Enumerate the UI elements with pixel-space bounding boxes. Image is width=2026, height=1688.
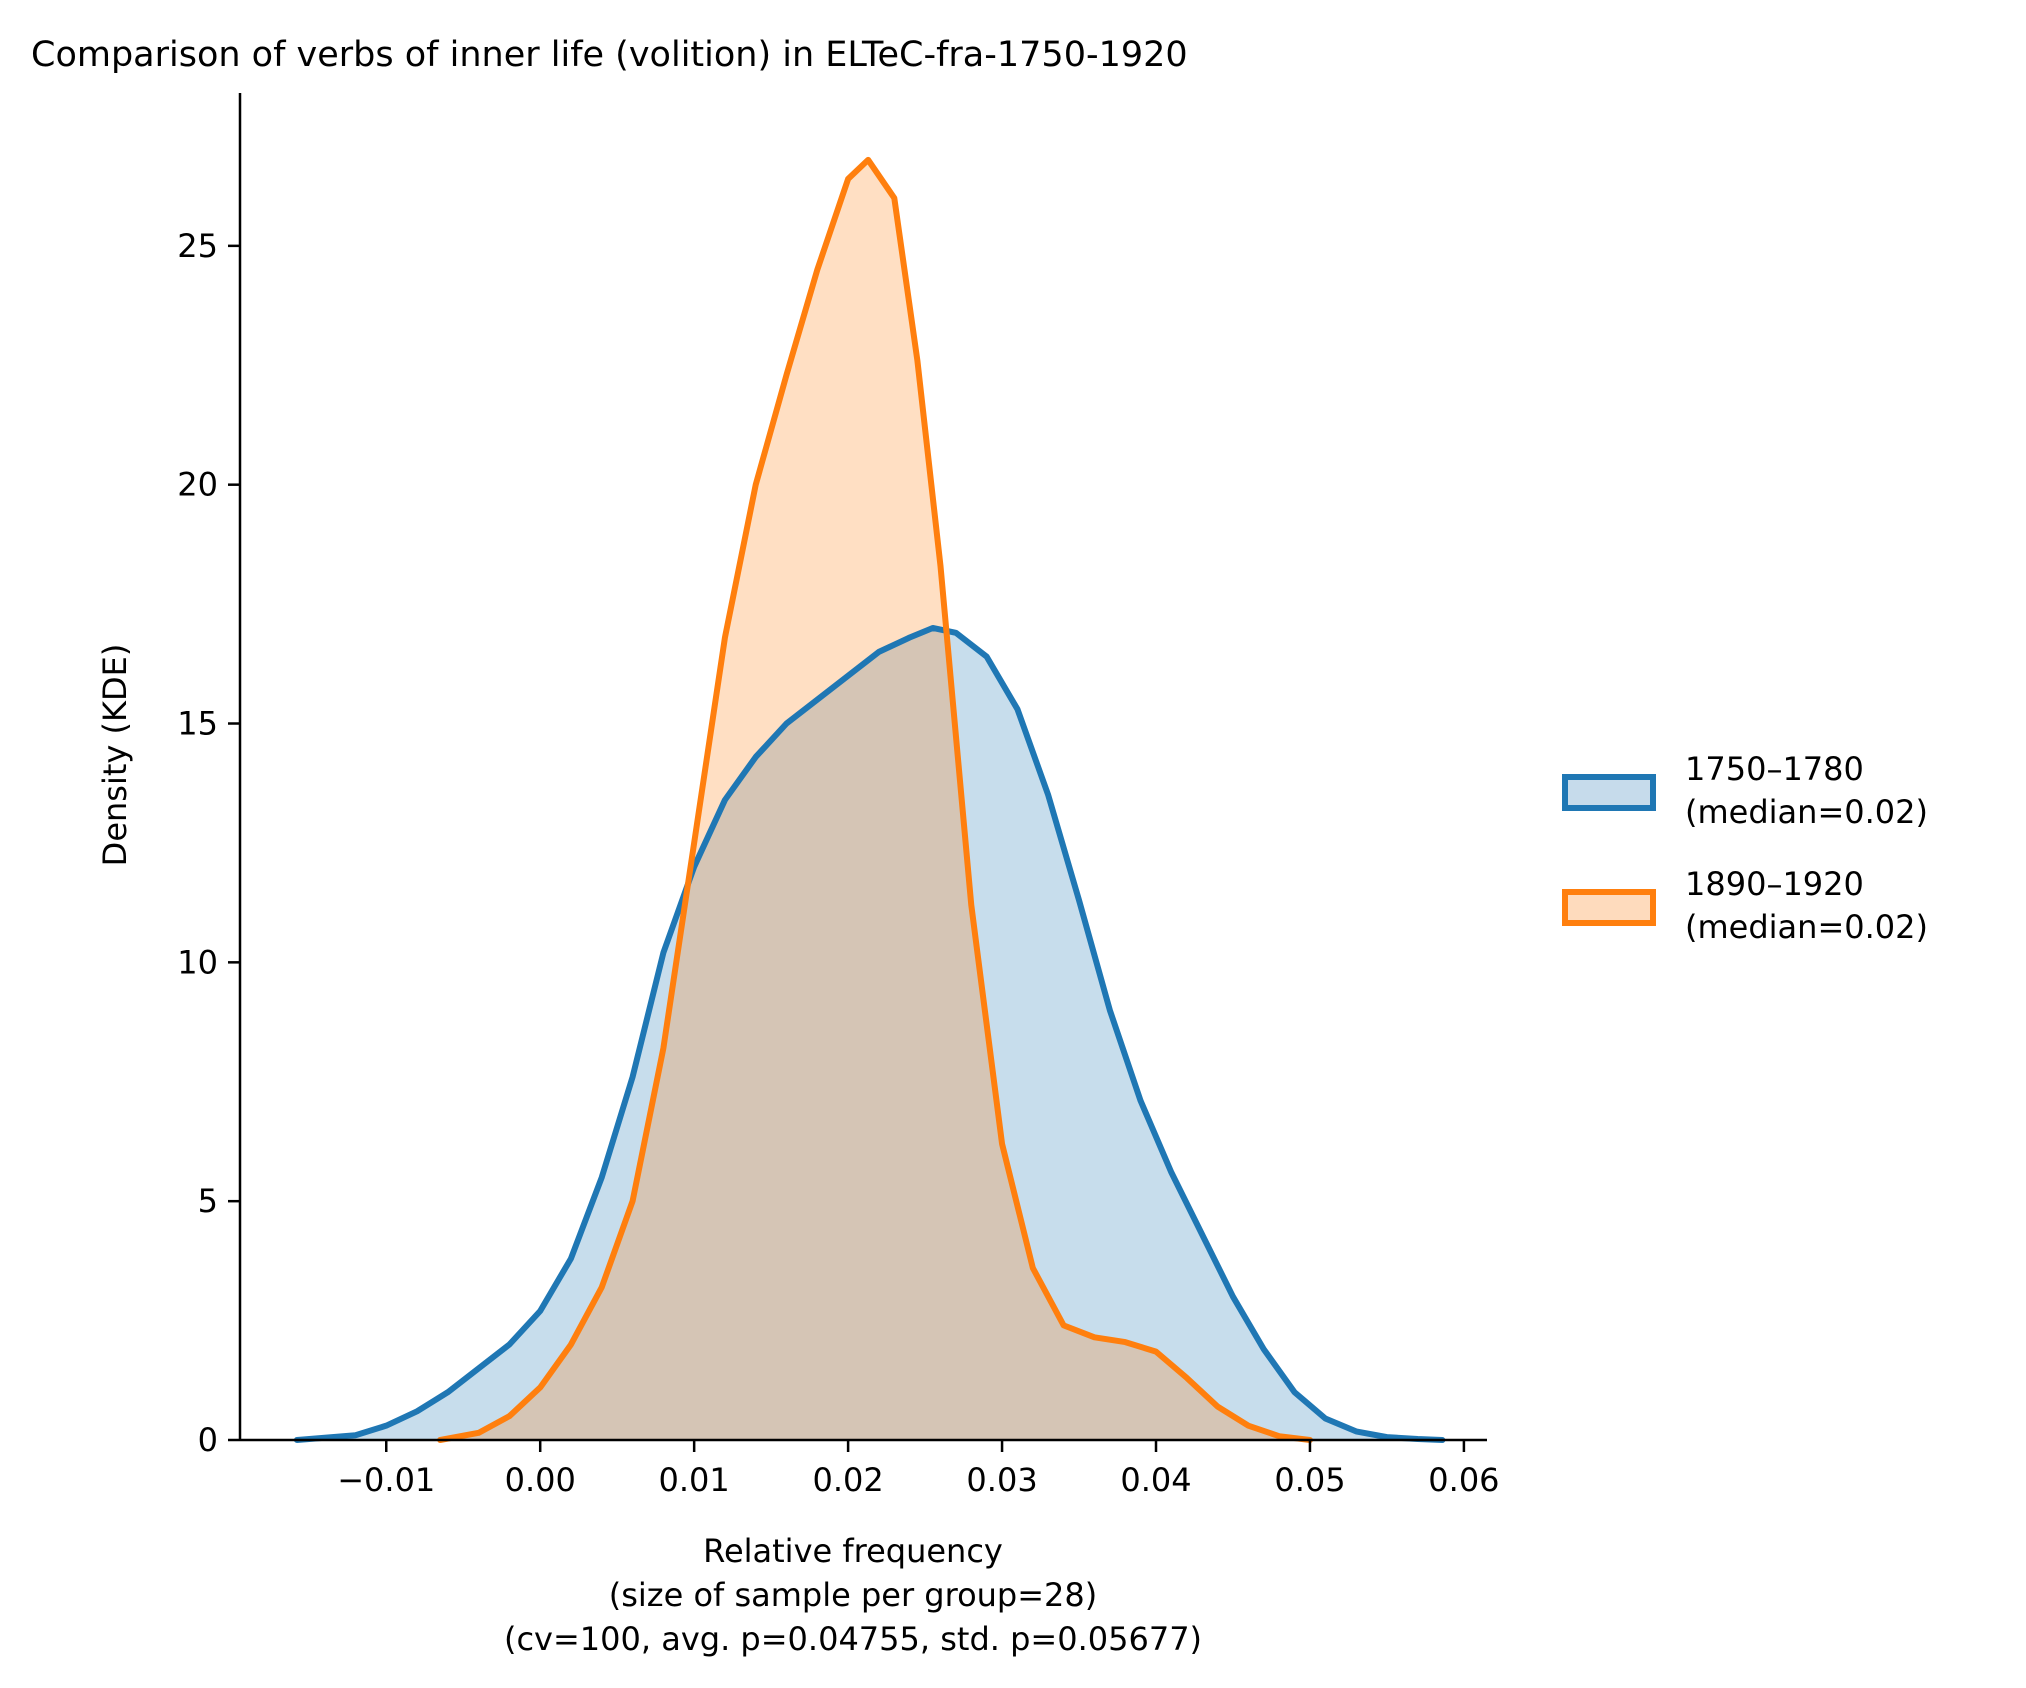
legend-swatch xyxy=(1562,889,1656,926)
plot-area xyxy=(293,156,1446,1443)
y-tick-label: 5 xyxy=(198,1182,218,1220)
legend-label: 1750–1780 xyxy=(1685,750,1864,788)
y-tick-label: 0 xyxy=(198,1421,218,1459)
legend: 1750–1780 (median=0.02) 1890–1920 (median=0… xyxy=(1562,750,1928,946)
y-tick-label: 20 xyxy=(177,466,218,504)
density-line-series-1 xyxy=(293,624,1446,1443)
x-tick-label: −0.01 xyxy=(337,1461,435,1499)
x-axis: −0.01 0.00 0.01 0.02 0.03 0.04 0.05 0.06 xyxy=(240,1438,1500,1499)
x-axis-stats-note: (cv=100, avg. p=0.04755, std. p=0.05677) xyxy=(504,1620,1202,1658)
legend-label: 1890–1920 xyxy=(1685,865,1864,903)
y-axis-label: Density (KDE) xyxy=(96,644,134,867)
x-axis-sample-note: (size of sample per group=28) xyxy=(609,1576,1098,1614)
x-tick-label: 0.04 xyxy=(1120,1461,1191,1499)
x-tick-label: 0.05 xyxy=(1274,1461,1345,1499)
legend-swatch xyxy=(1562,774,1656,811)
x-tick-label: 0.03 xyxy=(966,1461,1037,1499)
y-axis: 0 5 10 15 20 25 xyxy=(177,93,242,1459)
legend-entry-series-2: 1890–1920 (median=0.02) xyxy=(1562,865,1928,946)
x-axis-label: Relative frequency xyxy=(703,1532,1003,1570)
chart-title: Comparison of verbs of inner life (volit… xyxy=(31,35,1188,75)
y-tick-label: 15 xyxy=(177,705,218,743)
x-tick-label: 0.06 xyxy=(1428,1461,1499,1499)
y-tick-label: 10 xyxy=(177,943,218,981)
x-tick-label: 0.00 xyxy=(505,1461,576,1499)
density-area-series-1 xyxy=(296,627,1443,1440)
legend-label: (median=0.02) xyxy=(1685,793,1928,831)
legend-entry-series-1: 1750–1780 (median=0.02) xyxy=(1562,750,1928,831)
x-tick-label: 0.01 xyxy=(659,1461,730,1499)
density-area-series-2 xyxy=(440,159,1310,1440)
y-tick-label: 25 xyxy=(177,227,218,265)
density-line-series-2 xyxy=(437,156,1313,1443)
x-tick-label: 0.02 xyxy=(812,1461,883,1499)
legend-label: (median=0.02) xyxy=(1685,908,1928,946)
